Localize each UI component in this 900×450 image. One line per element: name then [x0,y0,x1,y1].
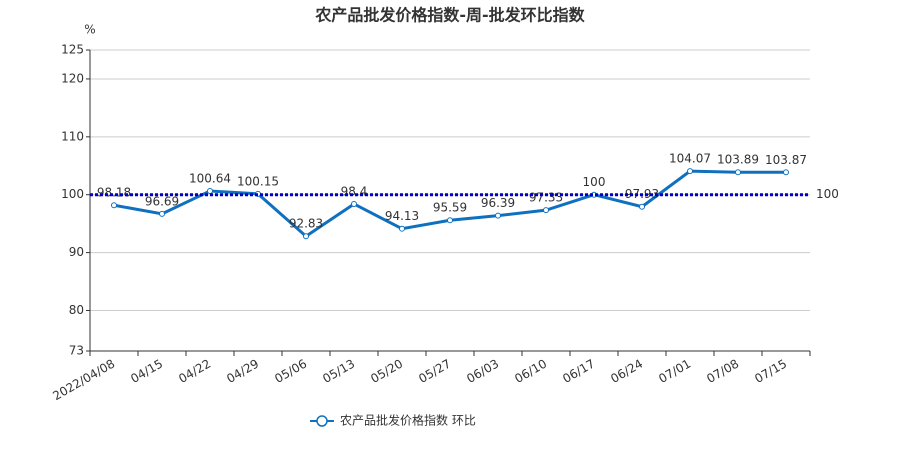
reference-label: 100 [816,187,839,201]
data-label: 104.07 [669,152,711,166]
legend-label: 农产品批发价格指数 环比 [340,413,476,428]
data-point [207,188,213,195]
data-point [111,202,117,209]
data-point [687,168,693,175]
data-point [639,203,645,210]
data-point [447,217,453,224]
chart-title: 农产品批发价格指数-周-批发环比指数 [314,6,585,25]
data-label: 96.69 [145,194,179,208]
x-tick-label: 04/29 [224,357,261,386]
x-tick-label: 06/17 [560,357,597,386]
data-point [159,210,165,217]
y-tick-label: 125 [61,43,84,57]
data-label: 103.87 [765,153,807,167]
data-label: 100.15 [237,174,279,188]
data-label: 98.18 [97,186,131,200]
x-tick-label: 05/06 [272,357,309,386]
y-tick-label: 80 [69,303,84,317]
data-point [351,200,357,207]
x-tick-label: 06/24 [608,357,645,386]
x-tick-label: 07/08 [704,357,741,386]
x-tick-label: 05/20 [368,357,405,386]
data-point [543,207,549,214]
data-point [735,169,741,176]
data-point [783,169,789,176]
data-label: 95.59 [433,201,467,215]
data-label: 94.13 [385,209,419,223]
x-tick-label: 06/10 [512,357,549,386]
x-tick-label: 2022/04/08 [50,357,117,404]
data-label: 96.39 [481,196,515,210]
x-tick-label: 05/27 [416,357,453,386]
legend-marker [316,415,328,427]
data-label: 103.89 [717,153,759,167]
x-tick-label: 04/22 [176,357,213,386]
y-tick-label: 120 [61,71,84,85]
data-point [399,225,405,232]
y-tick-label: 73 [69,344,84,358]
x-tick-label: 05/13 [320,357,357,386]
x-tick-label: 06/03 [464,357,501,386]
data-label: 100 [583,175,606,189]
y-tick-label: 90 [69,245,84,259]
data-point [303,233,309,240]
y-unit: % [84,23,95,37]
x-tick-label: 04/15 [128,357,165,386]
y-tick-label: 110 [61,129,84,143]
data-label: 92.83 [289,217,323,231]
x-tick-label: 07/01 [656,357,693,386]
data-point [495,212,501,219]
data-label: 100.64 [189,172,231,186]
y-tick-label: 100 [61,187,84,201]
x-tick-label: 07/15 [752,357,789,386]
data-label: 97.33 [529,191,563,205]
data-label: 98.4 [341,184,368,198]
